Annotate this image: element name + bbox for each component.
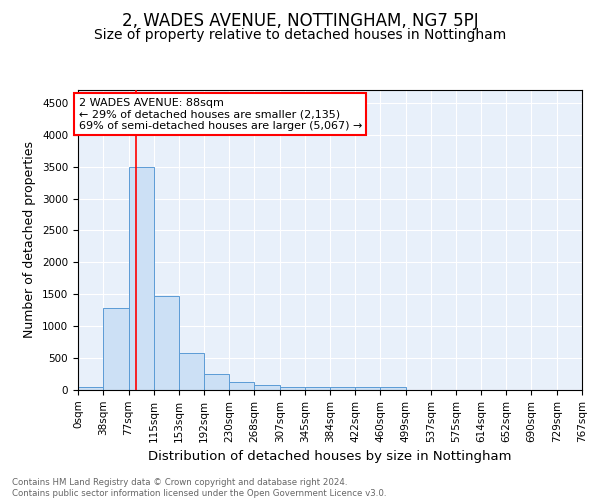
Bar bbox=[380, 387, 406, 390]
Bar bbox=[179, 353, 204, 390]
Bar bbox=[331, 387, 355, 390]
Bar bbox=[355, 387, 380, 390]
Bar bbox=[229, 382, 254, 390]
Bar bbox=[154, 296, 179, 390]
Text: Contains HM Land Registry data © Crown copyright and database right 2024.
Contai: Contains HM Land Registry data © Crown c… bbox=[12, 478, 386, 498]
Bar bbox=[280, 387, 305, 390]
X-axis label: Distribution of detached houses by size in Nottingham: Distribution of detached houses by size … bbox=[148, 450, 512, 463]
Text: 2 WADES AVENUE: 88sqm
← 29% of detached houses are smaller (2,135)
69% of semi-d: 2 WADES AVENUE: 88sqm ← 29% of detached … bbox=[79, 98, 362, 131]
Bar bbox=[204, 374, 229, 390]
Bar bbox=[128, 166, 154, 390]
Bar bbox=[254, 385, 280, 390]
Bar bbox=[305, 387, 331, 390]
Text: Size of property relative to detached houses in Nottingham: Size of property relative to detached ho… bbox=[94, 28, 506, 42]
Text: 2, WADES AVENUE, NOTTINGHAM, NG7 5PJ: 2, WADES AVENUE, NOTTINGHAM, NG7 5PJ bbox=[122, 12, 478, 30]
Bar bbox=[103, 308, 128, 390]
Y-axis label: Number of detached properties: Number of detached properties bbox=[23, 142, 37, 338]
Bar bbox=[78, 387, 103, 390]
